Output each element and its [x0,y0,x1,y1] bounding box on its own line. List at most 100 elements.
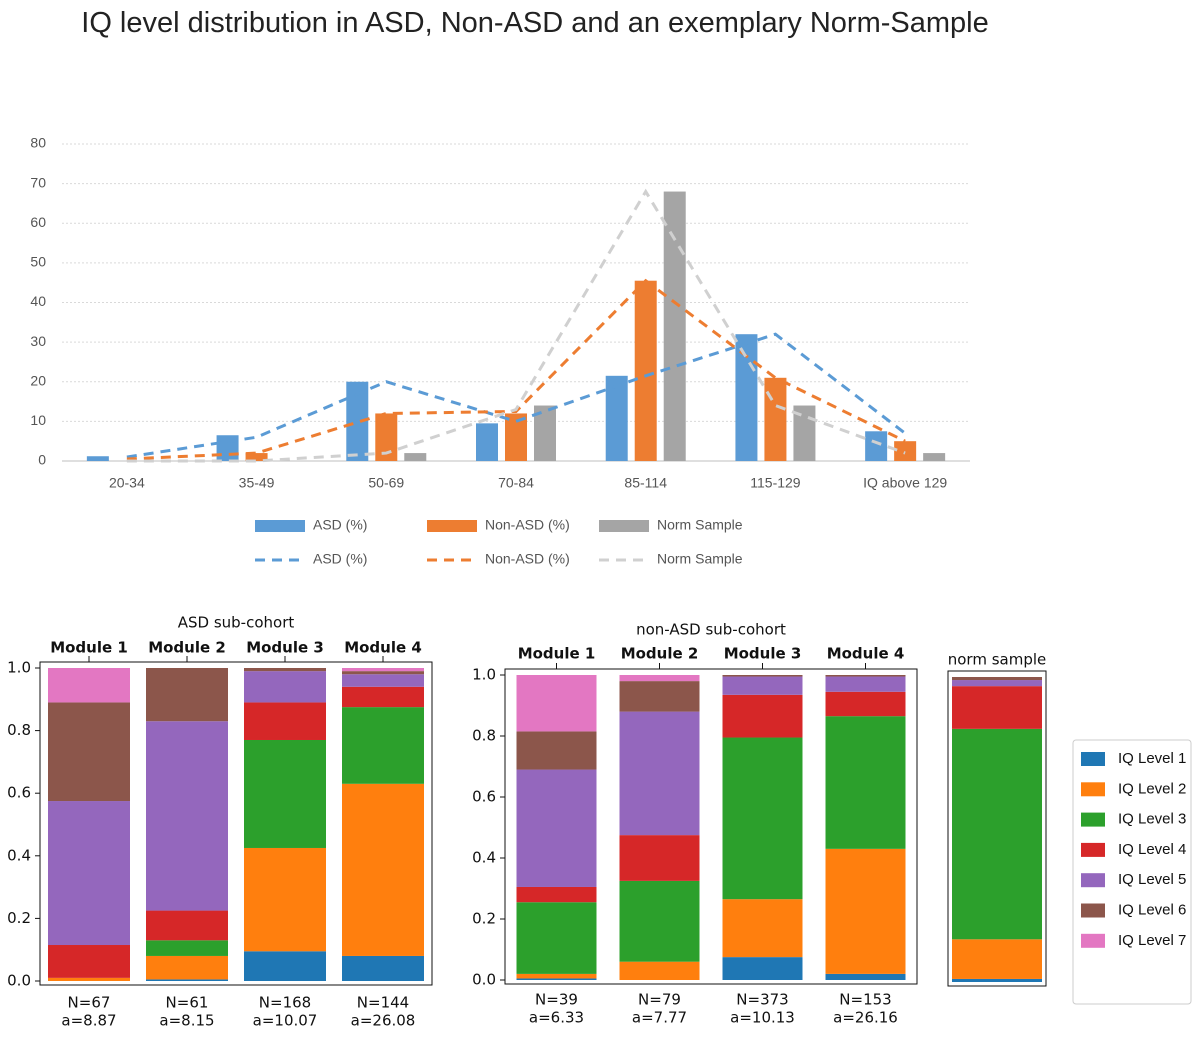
bar-segment [342,783,424,956]
bar-segment [516,769,597,887]
bar-segment [516,973,597,979]
legend-label: Non-ASD (%) [485,517,570,533]
bar [634,280,657,461]
plot-frame [39,661,433,986]
bar [894,441,917,461]
category-label: Module 1 [50,639,128,657]
y-tick-label: 1.0 [472,666,496,684]
y-tick-label: 0.0 [472,971,496,989]
y-tick-label: 0.8 [7,721,31,739]
y-tick-label: 30 [30,333,46,349]
sub-chart: non-ASD sub-cohort Module 1 N=39a=6.33 Modu… [472,621,918,1027]
bar-segment [146,910,228,941]
legend-label: IQ Level 3 [1118,811,1186,828]
category-label: Module 4 [344,639,422,657]
bar-segment [342,686,424,708]
bar [605,375,628,461]
category-label: Module 2 [148,639,226,657]
y-tick-label: 50 [30,254,46,270]
bar-segment [244,702,326,740]
y-tick-label: 0.8 [472,727,496,745]
bar-segment [146,955,228,980]
legend-label: IQ Level 4 [1118,841,1186,858]
bottom-label: N=79 [638,991,681,1009]
x-tick-label: 85-114 [624,475,667,491]
legend-swatch [1081,933,1105,948]
chart-title: IQ level distribution in ASD, Non-ASD an… [81,7,989,39]
top-chart: 0 10 20 30 40 50 60 70 80 20-34 35-49 50-69 70-84 85-… [30,135,970,567]
bar-segment [619,835,700,881]
bottom-label: N=153 [839,991,891,1009]
bar-segment [516,731,597,770]
bar-segment [244,847,326,952]
legend-swatch [1081,842,1105,857]
bar-segment [516,902,597,974]
bottom-label: a=26.08 [351,1012,416,1030]
bar-segment [619,675,700,682]
legend-swatch [1081,873,1105,888]
x-tick-label: IQ above 129 [863,475,947,491]
bar-segment [722,675,803,677]
y-tick-label: 0.0 [7,972,31,990]
bottom-label: N=67 [68,994,111,1012]
bar-segment [342,955,424,981]
bottom-label: a=10.07 [253,1012,318,1030]
legend-label: ASD (%) [313,517,367,533]
legend-label: IQ Level 5 [1118,871,1186,888]
bar [735,334,758,461]
bar-segment [722,737,803,900]
bar [923,453,946,461]
y-tick-label: 20 [30,372,46,388]
legend-swatch [1081,752,1105,766]
legend-label: IQ Level 1 [1118,750,1186,767]
y-tick-label: 0.4 [472,849,496,867]
legend-swatch [1081,812,1105,827]
bar-segment [342,668,424,672]
bar-segment [952,686,1042,729]
bar-segment [146,721,228,911]
legend-label: IQ Level 7 [1118,932,1186,949]
x-tick-label: 50-69 [368,475,404,491]
bottom-label: a=26.16 [833,1009,898,1027]
bar-segment [722,694,803,738]
bar [534,405,556,461]
bar-segment [146,979,228,981]
chart-title: norm sample [948,651,1047,669]
bar-segment [48,977,130,981]
legend-swatch [1081,782,1105,797]
bottom-label: a=8.15 [159,1012,214,1030]
bar [86,456,109,461]
bar-segment [825,675,906,677]
legend-label: Norm Sample [657,517,743,533]
bar [764,377,787,461]
y-tick-label: 0.2 [472,910,496,928]
bar-segment [825,973,906,980]
bar-segment [825,676,906,692]
line [126,188,906,463]
bar-segment [825,716,906,849]
category-label: Module 3 [246,639,324,657]
bar-segment [342,707,424,784]
y-tick-label: 60 [30,214,46,230]
bar [375,413,398,461]
y-tick-label: 0.6 [472,788,496,806]
y-tick-label: 1.0 [7,659,31,677]
y-tick-label: 0.4 [7,846,31,864]
y-tick-label: 70 [30,174,46,190]
bar-segment [619,961,700,980]
bar-segment [342,674,424,687]
legend-label: Non-ASD (%) [485,551,570,567]
bar-segment [952,978,1042,982]
bar-segment [516,978,597,980]
bar-segment [619,681,700,712]
legend-label: ASD (%) [313,551,367,567]
bar-segment [146,668,228,722]
bar [346,381,369,461]
bar-segment [244,671,326,703]
y-tick-label: 80 [30,135,46,151]
sub-chart: ASD sub-cohort Module 1 N=67a=8.87 Module 2… [7,614,433,1030]
legend-swatch [255,520,305,532]
line [126,278,906,461]
